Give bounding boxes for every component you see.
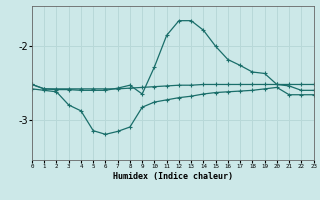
X-axis label: Humidex (Indice chaleur): Humidex (Indice chaleur)	[113, 172, 233, 181]
